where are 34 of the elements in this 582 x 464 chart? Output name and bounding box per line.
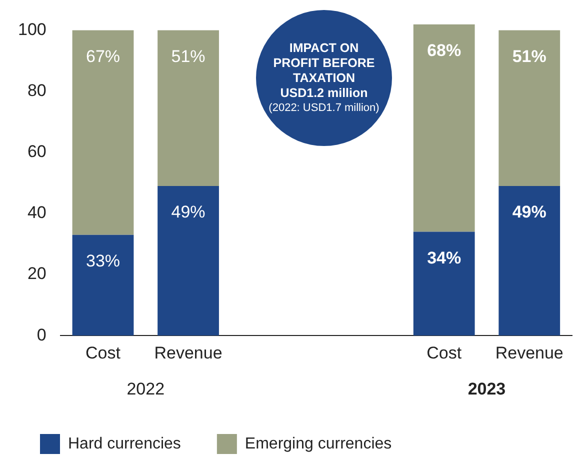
bar [413, 24, 475, 232]
bar [72, 30, 134, 235]
y-tick-label: 20 [27, 264, 46, 284]
x-tick-label: Revenue [154, 343, 222, 362]
bar [72, 234, 134, 336]
x-tick-label: Cost [86, 343, 121, 362]
y-tick-label: 80 [27, 81, 46, 100]
annotation: (2022: USD1.7 million) [268, 101, 380, 115]
bar [498, 186, 560, 336]
text: 2022 [126, 380, 165, 399]
legend-label: Emerging currencies [244, 435, 392, 452]
y-tick-label: 0 [36, 325, 46, 344]
y-tick-label: 40 [27, 203, 46, 222]
annotation: IMPACT ON PROFIT BEFORE TAXATION [272, 41, 376, 86]
bar [158, 30, 219, 186]
data-label: 49% [171, 202, 206, 222]
bar [158, 186, 219, 336]
x-tick-label: Revenue [495, 343, 564, 362]
data-label: 68% [427, 40, 462, 60]
legend-label: Hard currencies [68, 435, 181, 452]
annotation: USD1.2 million [280, 86, 368, 101]
x-tick-label: Cost [426, 343, 462, 362]
data-label: 51% [512, 46, 546, 66]
text: 2023 [468, 380, 506, 399]
data-label: 33% [86, 252, 120, 271]
circle-badge: IMPACT ON PROFIT BEFORE TAXATION USD1.2 million (2022: USD1.7 million) [256, 10, 392, 146]
data-label: 51% [171, 46, 206, 66]
bar [413, 232, 475, 336]
y-tick-label: 100 [18, 20, 46, 39]
bar [498, 30, 560, 186]
y-tick-label: 60 [27, 142, 46, 162]
data-label: 49% [512, 202, 546, 222]
data-label: 67% [86, 46, 120, 66]
data-label: 34% [427, 248, 462, 268]
